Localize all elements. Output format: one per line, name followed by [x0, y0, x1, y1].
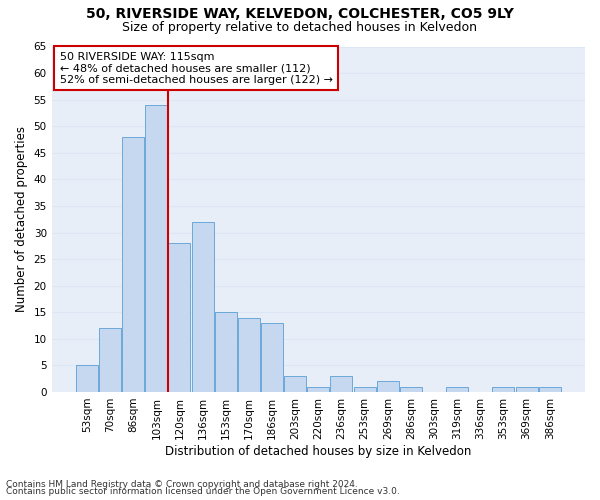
- Bar: [169, 243, 190, 392]
- Bar: [539, 386, 561, 392]
- Text: 50, RIVERSIDE WAY, KELVEDON, COLCHESTER, CO5 9LY: 50, RIVERSIDE WAY, KELVEDON, COLCHESTER,…: [86, 8, 514, 22]
- Bar: [238, 318, 260, 392]
- Y-axis label: Number of detached properties: Number of detached properties: [15, 126, 28, 312]
- Bar: [76, 366, 98, 392]
- Bar: [353, 386, 376, 392]
- Bar: [191, 222, 214, 392]
- Bar: [215, 312, 237, 392]
- Text: Size of property relative to detached houses in Kelvedon: Size of property relative to detached ho…: [122, 21, 478, 34]
- Bar: [400, 386, 422, 392]
- Bar: [493, 386, 514, 392]
- Bar: [145, 105, 167, 392]
- Bar: [99, 328, 121, 392]
- Bar: [446, 386, 468, 392]
- Bar: [331, 376, 352, 392]
- Bar: [261, 323, 283, 392]
- Bar: [122, 137, 144, 392]
- X-axis label: Distribution of detached houses by size in Kelvedon: Distribution of detached houses by size …: [165, 444, 472, 458]
- Bar: [284, 376, 306, 392]
- Bar: [377, 382, 399, 392]
- Text: Contains HM Land Registry data © Crown copyright and database right 2024.: Contains HM Land Registry data © Crown c…: [6, 480, 358, 489]
- Text: Contains public sector information licensed under the Open Government Licence v3: Contains public sector information licen…: [6, 487, 400, 496]
- Bar: [307, 386, 329, 392]
- Text: 50 RIVERSIDE WAY: 115sqm
← 48% of detached houses are smaller (112)
52% of semi-: 50 RIVERSIDE WAY: 115sqm ← 48% of detach…: [59, 52, 332, 85]
- Bar: [515, 386, 538, 392]
